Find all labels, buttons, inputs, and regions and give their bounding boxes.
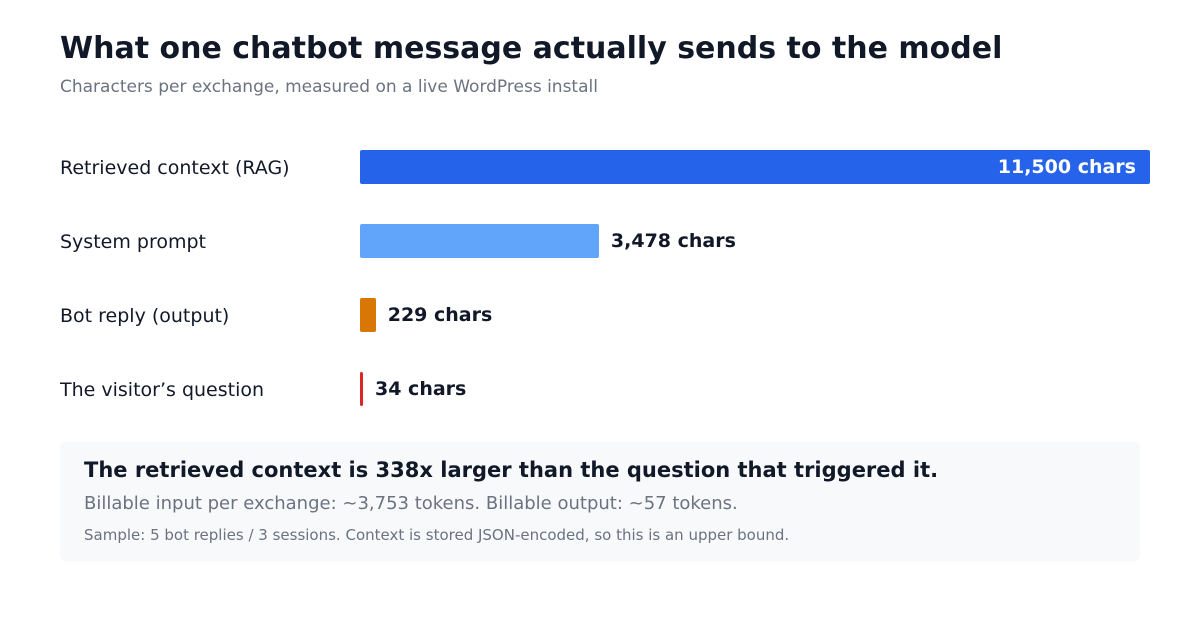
bar-value-label: 229 chars: [387, 304, 493, 326]
bar: [360, 150, 1150, 184]
category-label: The visitor’s question: [60, 379, 265, 401]
bar-value-label: 3,478 chars: [610, 230, 736, 252]
bar-chart: Retrieved context (RAG) 11,500 chars Syste…: [60, 150, 1150, 406]
bar-value-label: 11,500 chars: [997, 156, 1136, 178]
category-label: Bot reply (output): [60, 305, 230, 327]
bar: [360, 224, 599, 258]
callout-headline: The retrieved context is 338x larger tha…: [84, 458, 939, 482]
chart-title: What one chatbot message actually sends …: [60, 31, 1003, 66]
category-label: Retrieved context (RAG): [60, 157, 290, 179]
chart-subtitle: Characters per exchange, measured on a l…: [60, 77, 598, 97]
bar-value-label: 34 chars: [375, 378, 467, 400]
callout-token-summary: Billable input per exchange: ~3,753 toke…: [84, 493, 738, 514]
callout-sample-note: Sample: 5 bot replies / 3 sessions. Cont…: [84, 526, 790, 544]
category-label: System prompt: [60, 231, 206, 253]
bar: [360, 298, 376, 332]
insight-callout: The retrieved context is 338x larger tha…: [60, 442, 1140, 561]
bar: [360, 372, 363, 406]
